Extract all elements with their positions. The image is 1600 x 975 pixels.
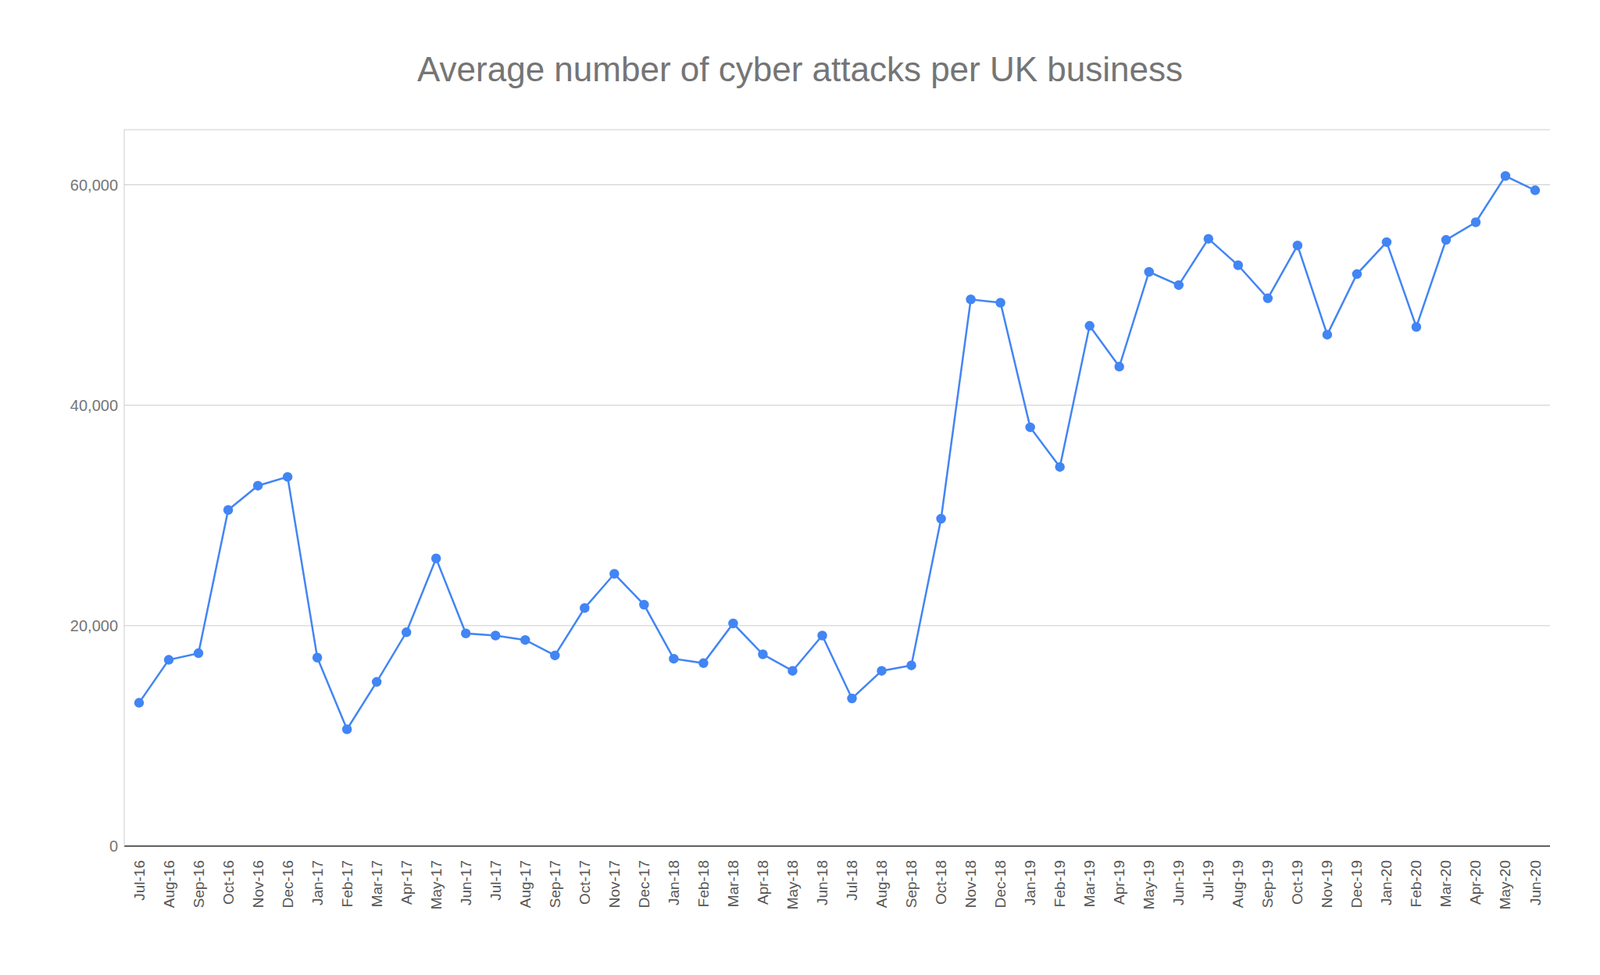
svg-text:Sep-16: Sep-16 (190, 860, 208, 908)
svg-text:Jan-20: Jan-20 (1378, 860, 1395, 906)
svg-text:Mar-18: Mar-18 (725, 860, 742, 908)
svg-text:Aug-19: Aug-19 (1229, 860, 1247, 908)
svg-text:Jun-17: Jun-17 (457, 860, 475, 906)
svg-text:Mar-17: Mar-17 (368, 860, 386, 908)
svg-text:Jan-17: Jan-17 (309, 860, 326, 906)
svg-text:Dec-19: Dec-19 (1348, 860, 1365, 908)
svg-text:Feb-19: Feb-19 (1051, 860, 1068, 908)
svg-text:Mar-19: Mar-19 (1081, 860, 1098, 908)
svg-text:Jul-16: Jul-16 (131, 860, 148, 901)
svg-text:Apr-19: Apr-19 (1110, 860, 1128, 905)
svg-text:Sep-17: Sep-17 (546, 860, 564, 908)
svg-text:May-19: May-19 (1140, 860, 1158, 910)
svg-text:60,000: 60,000 (70, 176, 118, 194)
svg-text:Oct-16: Oct-16 (220, 860, 237, 905)
svg-text:Jul-18: Jul-18 (843, 860, 861, 901)
svg-text:Aug-16: Aug-16 (160, 860, 178, 908)
svg-text:Feb-17: Feb-17 (339, 860, 356, 908)
svg-text:Dec-16: Dec-16 (279, 860, 297, 908)
svg-text:20,000: 20,000 (70, 617, 118, 635)
svg-text:Jan-18: Jan-18 (665, 860, 683, 906)
svg-text:40,000: 40,000 (70, 396, 118, 415)
svg-text:Jun-19: Jun-19 (1170, 860, 1187, 906)
svg-text:May-18: May-18 (784, 860, 801, 910)
svg-text:Apr-18: Apr-18 (754, 860, 772, 905)
svg-text:Jan-19: Jan-19 (1021, 860, 1039, 906)
svg-text:Oct-18: Oct-18 (932, 860, 950, 905)
svg-text:Aug-17: Aug-17 (517, 860, 534, 908)
svg-text:Sep-18: Sep-18 (903, 860, 920, 908)
svg-text:Oct-17: Oct-17 (576, 860, 593, 905)
svg-text:Dec-17: Dec-17 (635, 860, 653, 908)
svg-text:Sep-19: Sep-19 (1259, 860, 1276, 908)
svg-text:May-17: May-17 (428, 860, 445, 910)
svg-text:Feb-18: Feb-18 (695, 860, 712, 908)
svg-text:Jun-18: Jun-18 (814, 860, 831, 906)
svg-text:Nov-18: Nov-18 (962, 860, 979, 908)
svg-text:Jul-17: Jul-17 (487, 860, 504, 901)
svg-text:Apr-20: Apr-20 (1467, 860, 1484, 905)
svg-text:0: 0 (109, 837, 118, 855)
html-text:Average number of cyber attack: Average number of cyber attacks per UK b… (417, 50, 1183, 89)
svg-text:Nov-16: Nov-16 (250, 860, 267, 908)
svg-text:Nov-19: Nov-19 (1318, 860, 1336, 908)
svg-text:Oct-19: Oct-19 (1289, 860, 1306, 905)
svg-text:May-20: May-20 (1496, 860, 1514, 910)
svg-text:Jul-19: Jul-19 (1200, 860, 1217, 901)
svg-text:Dec-18: Dec-18 (992, 860, 1009, 908)
svg-text:Jun-20: Jun-20 (1527, 860, 1544, 906)
svg-text:Nov-17: Nov-17 (606, 860, 623, 908)
svg-text:Aug-18: Aug-18 (873, 860, 890, 908)
svg-text:Feb-20: Feb-20 (1407, 860, 1425, 908)
svg-text:Mar-20: Mar-20 (1437, 860, 1454, 908)
svg-text:Apr-17: Apr-17 (398, 860, 415, 905)
